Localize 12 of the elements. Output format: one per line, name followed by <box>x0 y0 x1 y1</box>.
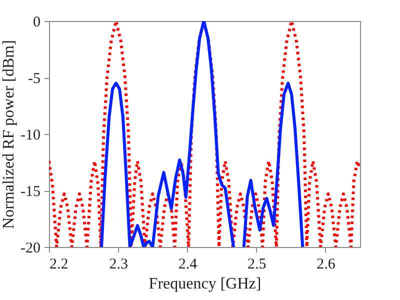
y-tick-label: -20 <box>20 240 40 256</box>
y-tick-label: 0 <box>33 14 40 30</box>
x-tick-label: 2.4 <box>178 256 198 272</box>
x-tick-label: 2.5 <box>247 256 266 272</box>
y-tick-label: -5 <box>28 71 40 87</box>
x-tick-label: 2.6 <box>316 256 336 272</box>
x-axis-title: Frequency [GHz] <box>148 276 262 292</box>
y-axis-title: Normalized RF power [dBm] <box>0 40 18 229</box>
y-tick-label: -15 <box>20 184 40 200</box>
x-tick-label: 2.3 <box>109 256 128 272</box>
y-tick-label: -10 <box>20 128 40 144</box>
x-tick-label: 2.2 <box>50 256 68 272</box>
